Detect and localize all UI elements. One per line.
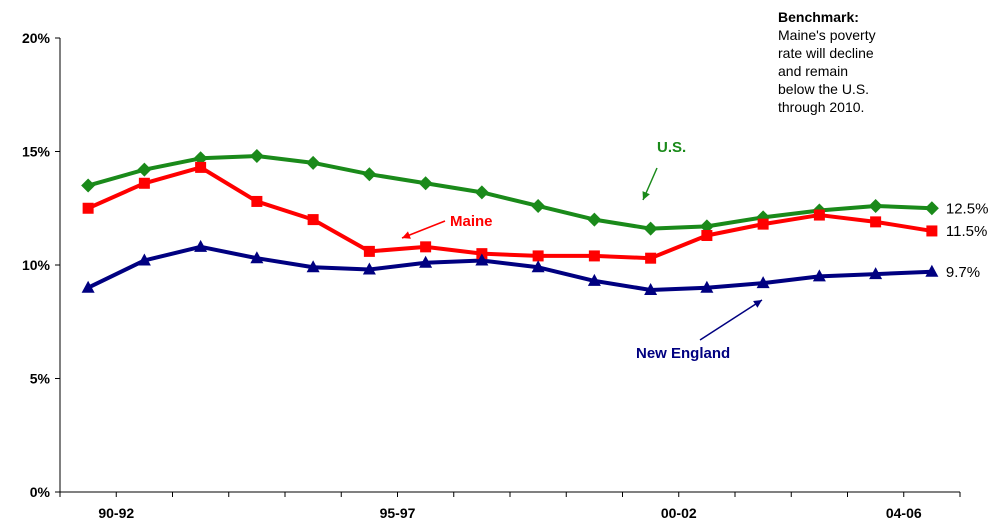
data-point [756, 276, 770, 289]
series-label-us: U.S. [657, 139, 686, 156]
data-point [475, 253, 489, 266]
data-point [531, 260, 545, 273]
callout-arrowhead [642, 191, 650, 200]
data-point [420, 241, 432, 253]
y-tick-label: 0% [30, 484, 51, 500]
data-point [926, 225, 938, 237]
callout-arrow [699, 299, 763, 341]
callout-arrowhead [753, 300, 762, 308]
y-tick-label: 10% [22, 257, 51, 273]
data-point [362, 262, 376, 275]
benchmark-title: Benchmark: [778, 9, 859, 25]
benchmark-note: Benchmark: Maine's poverty rate will dec… [778, 8, 958, 116]
data-point [644, 282, 658, 295]
data-point [251, 195, 263, 207]
callout-arrowhead [402, 231, 411, 239]
markers [81, 149, 939, 295]
data-point [700, 280, 714, 293]
data-point [701, 229, 713, 241]
data-point [643, 221, 658, 236]
y-tick-label: 5% [30, 371, 51, 387]
data-point [418, 176, 433, 191]
y-tick-label: 20% [22, 30, 51, 46]
data-point [645, 252, 657, 264]
series-label-new-england: New England [636, 345, 730, 362]
data-point [588, 250, 600, 262]
data-point [81, 178, 96, 193]
series-lines [87, 154, 933, 292]
data-point [870, 216, 882, 228]
data-point [195, 161, 207, 173]
benchmark-line: Maine's poverty [778, 27, 876, 43]
data-point [250, 251, 264, 264]
data-point [532, 250, 544, 262]
data-point [306, 260, 320, 273]
end-value-label: 9.7% [946, 264, 980, 281]
labels: 12.5% 11.5% 9.7% U.S. Maine New England [401, 139, 989, 362]
data-point [587, 273, 601, 286]
data-point [757, 218, 769, 230]
benchmark-line: below the U.S. [778, 81, 870, 97]
x-tick-label: 00-02 [661, 505, 697, 521]
x-tick-label: 95-97 [380, 505, 416, 521]
series-label-maine: Maine [450, 213, 493, 230]
series-line-new-england [87, 244, 932, 292]
data-point [193, 151, 208, 166]
data-point [531, 198, 546, 213]
series-line-maine [87, 165, 933, 261]
ticks: 0% 5% 10% 15% 20% 90-92 95-97 00-02 04-06 [22, 30, 961, 521]
data-point [869, 267, 883, 280]
data-point [306, 155, 321, 170]
x-tick-label: 90-92 [98, 505, 134, 521]
data-point [474, 185, 489, 200]
data-point [924, 201, 939, 216]
benchmark-line: through 2010. [778, 99, 865, 115]
data-point [363, 245, 375, 257]
data-point [137, 162, 152, 177]
data-point [249, 149, 264, 164]
end-value-label: 12.5% [946, 200, 989, 217]
x-tick-label: 04-06 [886, 505, 922, 521]
data-point [307, 214, 319, 226]
data-point [81, 280, 95, 293]
benchmark-line: and remain [778, 63, 849, 79]
data-point [925, 264, 939, 277]
data-point [362, 167, 377, 182]
data-point [812, 269, 826, 282]
data-point [587, 212, 602, 227]
data-point [699, 219, 714, 234]
series-line-u-s- [87, 154, 932, 231]
end-value-label: 11.5% [946, 223, 987, 240]
data-point [82, 202, 94, 214]
data-point [194, 239, 208, 252]
data-point [137, 253, 151, 266]
y-tick-label: 15% [22, 144, 51, 160]
data-point [419, 255, 433, 268]
data-point [138, 177, 150, 189]
data-point [813, 209, 825, 221]
data-point [868, 198, 883, 213]
benchmark-line: rate will decline [778, 45, 874, 61]
